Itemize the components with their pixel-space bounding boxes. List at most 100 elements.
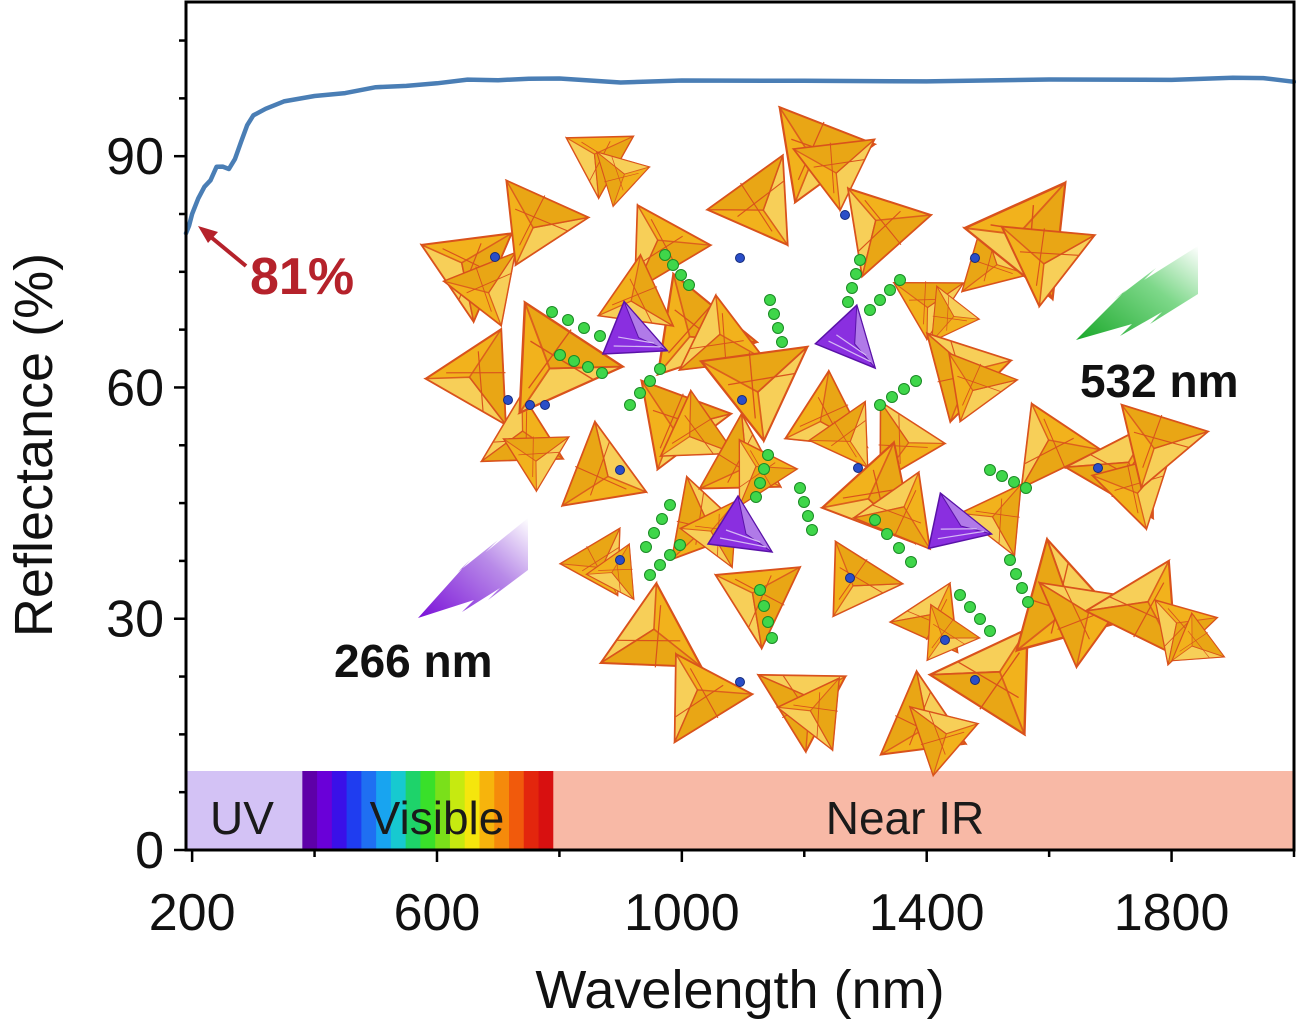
crystal-green-atom [750,491,762,503]
crystal-green-atom [758,600,770,612]
plot-frame [184,0,1296,852]
crystal-green-atom [762,449,774,461]
x-tick-label: 1400 [869,884,985,942]
crystal-tetrahedron [505,175,592,267]
crystal-green-atom [656,513,668,525]
crystal-green-atom [762,616,774,628]
region-visible-stripe [494,771,510,849]
crystal-green-atom [854,254,866,266]
crystal-blue-atom [970,253,980,263]
crystal-blue-atom [845,573,855,583]
crystal-green-atom [794,482,806,494]
crystal-green-atom [624,399,636,411]
region-label-uv: UV [210,792,274,844]
crystal-blue-atom [970,675,980,685]
crystal-blue-atom [490,252,500,262]
crystal-green-atom [568,355,580,367]
crystal-blue-atom [840,210,850,220]
crystal-green-atom [768,308,780,320]
crystal-green-atom [644,569,656,581]
crystal-green-atom [964,601,976,613]
crystal-green-atom [654,363,666,375]
region-visible-stripe [523,771,540,849]
crystal-blue-atom [737,395,747,405]
crystal-green-atom [864,304,876,316]
crystal-green-atom [683,279,695,291]
crystal-green-atom [654,559,666,571]
crystal-blue-atom [615,465,625,475]
crystal-green-atom [974,613,986,625]
crystal-green-atom [594,330,606,342]
crystal-green-atom [874,399,886,411]
crystal-green-atom [664,549,676,561]
region-visible-stripe [509,771,525,849]
crystal-green-atom [984,464,996,476]
crystal-structure-illustration [420,96,1236,777]
crystal-green-atom [648,527,660,539]
region-visible-stripe [346,771,362,849]
y-tick-label: 0 [135,822,164,880]
region-visible-stripe [302,771,318,849]
annotation-532-nm: 532 nm [1080,355,1239,407]
region-visible-stripe [420,771,436,849]
crystal-green-atom [798,496,810,508]
crystal-green-atom [772,322,784,334]
crystal-tetrahedron [552,416,648,507]
crystal-blue-atom [940,635,950,645]
crystal-green-atom [874,294,886,306]
region-visible-stripe [390,771,407,849]
region-uv [186,771,303,849]
x-tick-label: 1800 [1114,884,1230,942]
x-axis: 200 600 1000 1400 1800 [149,850,1296,942]
crystal-green-atom [562,314,574,326]
crystal-green-atom [898,383,910,395]
crystal-green-atom [776,336,788,348]
region-label-near-ir: Near IR [826,792,984,844]
crystal-purple-tetrahedron [812,296,891,369]
crystal-green-atom [996,470,1008,482]
crystal-green-atom [667,259,679,271]
region-visible-stripe [376,771,392,849]
crystal-green-atom [905,556,917,568]
crystal-blue-atom [853,463,863,473]
y-axis: 0 30 60 90 [106,39,186,880]
crystal-green-atom [802,510,814,522]
crystal-green-atom [1020,482,1032,494]
region-visible-stripe [479,771,495,849]
crystal-green-atom [754,477,766,489]
crystal-green-atom [754,584,766,596]
crystal-green-atom [644,375,656,387]
region-visible-stripe [317,771,333,849]
crystal-green-atom [659,249,671,261]
crystal-green-atom [758,463,770,475]
crystal-green-atom [674,539,686,551]
crystal-green-atom [1016,582,1028,594]
crystal-green-atom [675,269,687,281]
region-visible-stripe [361,771,377,849]
crystal-green-atom [1010,568,1022,580]
crystal-green-atom [869,514,881,526]
crystal-green-atom [850,268,862,280]
crystal-tetrahedron [559,510,650,600]
crystal-green-atom [846,282,858,294]
crystal-green-atom [894,274,906,286]
crystal-green-atom [596,367,608,379]
crystal-tetrahedron [635,648,754,765]
crystal-blue-atom [615,555,625,565]
crystal-green-atom [954,589,966,601]
y-tick-label: 30 [106,591,164,649]
spectral-region-band [186,771,1294,849]
crystal-green-atom [881,528,893,540]
crystal-blue-atom [525,400,535,410]
y-tick-label: 60 [106,359,164,417]
crystal-green-atom [634,387,646,399]
crystal-green-atom [1004,554,1016,566]
crystal-green-atom [884,284,896,296]
region-visible-stripe [331,771,348,849]
crystal-green-atom [546,306,558,318]
crystal-green-atom [640,541,652,553]
crystal-blue-atom [1093,463,1103,473]
crystal-tetrahedron [828,540,907,623]
crystal-green-atom [893,542,905,554]
crystal-green-atom [554,349,566,361]
